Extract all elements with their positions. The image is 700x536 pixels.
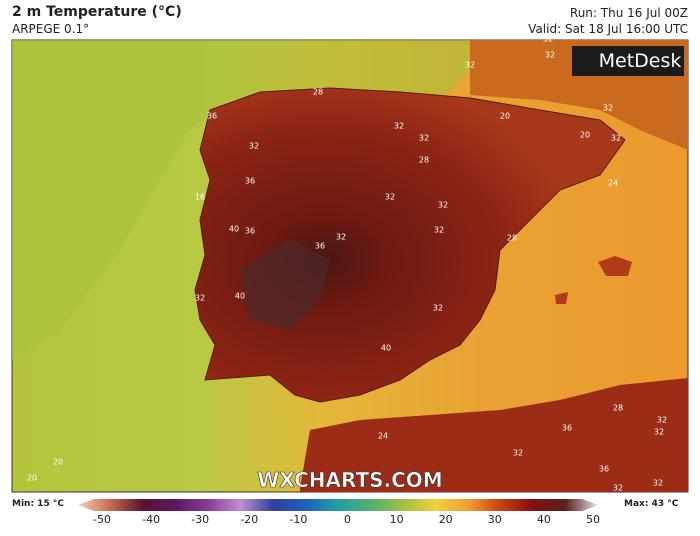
contour-label: 36 <box>245 177 255 186</box>
contour-label: 32 <box>657 416 667 425</box>
contour-label: 32 <box>195 294 205 303</box>
contour-label: 24 <box>608 179 618 188</box>
contour-label: 40 <box>229 225 239 234</box>
contour-label: 32 <box>336 233 346 242</box>
contour-label: 28 <box>507 234 517 243</box>
contour-label: 36 <box>562 424 572 433</box>
contour-label: 24 <box>378 432 388 441</box>
min-label: Min: 15 °C <box>12 499 64 509</box>
contour-label: 28 <box>419 156 429 165</box>
contour-label: 20 <box>27 474 37 483</box>
contour-label: 32 <box>543 35 553 44</box>
contour-label: 32 <box>419 134 429 143</box>
africa <box>300 378 688 492</box>
contour-label: 32 <box>394 122 404 131</box>
colorbar-tick: -50 <box>93 513 111 526</box>
colorbar-tick: 20 <box>438 513 453 526</box>
contour-label: 32 <box>438 201 448 210</box>
mallorca <box>598 256 632 276</box>
iberia <box>194 87 626 403</box>
contour-label: 32 <box>611 134 621 143</box>
max-label: Max: 43 °C <box>624 499 679 509</box>
contour-label: 36 <box>315 242 325 251</box>
contour-label: 20 <box>500 112 510 121</box>
colorbar-tick: -30 <box>191 513 210 526</box>
contour-label: 20 <box>580 131 590 140</box>
title: 2 m Temperature (°C) <box>12 4 182 20</box>
watermark: WXCHARTS.COM <box>257 468 442 492</box>
contour-label: 28 <box>313 88 323 97</box>
colorbar-tick: 0 <box>344 513 351 526</box>
contour-label: 36 <box>207 112 217 121</box>
contour-label: 32 <box>545 51 555 60</box>
logo-box <box>572 46 684 76</box>
colorbar-tick: 40 <box>536 513 551 526</box>
contour-label: 40 <box>235 292 245 301</box>
valid-time: Valid: Sat 18 Jul 16:00 UTC <box>528 22 688 36</box>
contour-label: 32 <box>654 428 664 437</box>
contour-label: 32 <box>513 449 523 458</box>
contour-label: 32 <box>653 479 663 488</box>
colorbar-tick: -20 <box>240 513 259 526</box>
colorbar-tick: 10 <box>389 513 404 526</box>
contour-label: 32 <box>613 484 623 493</box>
colorbar-tick: 30 <box>487 513 502 526</box>
contour-label: 28 <box>613 404 623 413</box>
contour-label: 36 <box>245 227 255 236</box>
contour-label: 36 <box>599 465 609 474</box>
contour-label: 32 <box>249 142 259 151</box>
hot-core <box>240 240 330 330</box>
contour-label: 32 <box>433 304 443 313</box>
contour-label: 32 <box>434 226 444 235</box>
colorbar-tick: 50 <box>586 513 600 526</box>
contour-label: 20 <box>53 458 63 467</box>
contour-label: 40 <box>381 344 391 353</box>
colorbar-tick: -10 <box>289 513 308 526</box>
colorbar-tick: -40 <box>142 513 161 526</box>
colorbar <box>78 499 598 511</box>
subtitle: ARPEGE 0.1° <box>12 22 90 36</box>
contour-label: 32 <box>603 104 613 113</box>
atlantic <box>12 40 480 360</box>
run-time: Run: Thu 16 Jul 00Z <box>569 6 688 20</box>
logo: MetDesk <box>599 50 682 72</box>
ibiza <box>555 292 568 304</box>
contour-label: 16 <box>195 193 205 202</box>
contour-label: 32 <box>385 193 395 202</box>
contour-label: 32 <box>465 61 475 70</box>
